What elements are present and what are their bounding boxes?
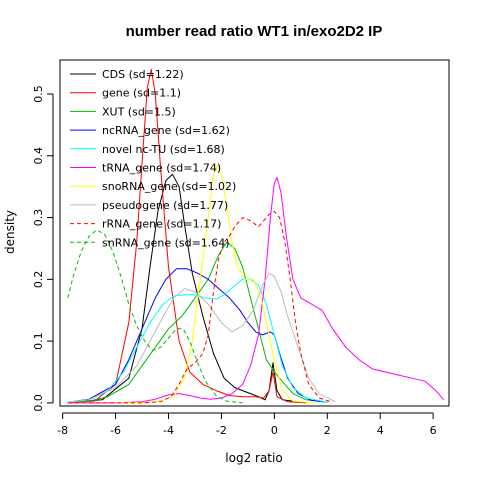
legend-label: snRNA_gene (sd=1.64) xyxy=(102,236,230,249)
y-tick-label: 0.3 xyxy=(32,209,45,227)
y-axis: 0.0 0.1 0.2 0.3 0.4 0.5 xyxy=(32,85,54,412)
series-line xyxy=(67,268,328,403)
y-tick-label: 0.5 xyxy=(32,85,45,103)
series-line xyxy=(67,176,445,404)
legend-label: tRNA_gene (sd=1.74) xyxy=(102,162,221,175)
x-tick-label: 0 xyxy=(271,424,278,437)
y-tick-label: 0.4 xyxy=(32,147,45,165)
legend-label: snoRNA_gene (sd=1.02) xyxy=(102,180,236,193)
series-line xyxy=(67,272,336,403)
series-line xyxy=(115,164,315,404)
series-line xyxy=(67,229,243,404)
legend-label: XUT (sd=1.5) xyxy=(102,105,176,118)
legend-label: novel nc-TU (sd=1.68) xyxy=(102,143,225,156)
series-layer xyxy=(67,68,445,404)
x-tick-label: -4 xyxy=(163,424,174,437)
plot-frame xyxy=(59,59,450,407)
legend-label: pseudogene (sd=1.77) xyxy=(102,199,228,212)
y-tick-label: 0.2 xyxy=(32,271,45,289)
x-tick-label: -8 xyxy=(57,424,68,437)
x-tick-label: 2 xyxy=(324,424,331,437)
series-line xyxy=(67,210,333,404)
series-line xyxy=(67,278,328,403)
x-tick-label: -2 xyxy=(216,424,227,437)
x-axis: -8 -6 -4 -2 0 2 4 6 xyxy=(57,412,437,437)
y-tick-label: 0.1 xyxy=(32,332,45,350)
legend-label: gene (sd=1.1) xyxy=(102,87,181,100)
legend-label: ncRNA_gene (sd=1.62) xyxy=(102,124,230,137)
chart-title: number read ratio WT1 in/exo2D2 IP xyxy=(126,23,383,40)
legend-label: CDS (sd=1.22) xyxy=(102,68,184,81)
plot-area: -8 -6 -4 -2 0 2 4 6 0.0 0.1 0.2 0.3 0.4 0.5 xyxy=(32,59,450,437)
x-axis-label: log2 ratio xyxy=(225,451,282,465)
series-line xyxy=(67,68,307,404)
x-tick-label: 4 xyxy=(377,424,384,437)
x-tick-label: -6 xyxy=(110,424,121,437)
legend-label: rRNA_gene (sd=1.17) xyxy=(102,218,221,231)
y-axis-label: density xyxy=(3,210,17,254)
x-tick-label: 6 xyxy=(430,424,437,437)
legend: CDS (sd=1.22) gene (sd=1.1) XUT (sd=1.5) nc… xyxy=(70,68,236,249)
y-tick-label: 0.0 xyxy=(32,394,45,412)
